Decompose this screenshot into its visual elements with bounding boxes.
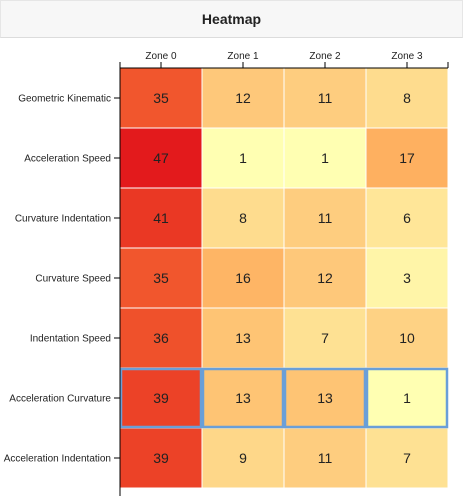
x-tick-label: Zone 3 (391, 51, 423, 62)
cell-value-label: 8 (239, 210, 247, 226)
cell-value-label: 1 (321, 150, 329, 166)
cell-value-label: 3 (403, 270, 411, 286)
heatmap-cell (365, 307, 449, 369)
cell-value-label: 13 (235, 330, 251, 346)
chart-header: Heatmap (0, 0, 463, 38)
cell-value-label: 10 (399, 330, 415, 346)
heatmap-cell (119, 67, 203, 129)
y-tick-label: Curvature Indentation (15, 214, 111, 225)
heatmap-cell (283, 307, 367, 369)
y-tick-label: Acceleration Curvature (9, 394, 111, 405)
heatmap-cell (201, 307, 285, 369)
y-tick-label: Geometric Kinematic (18, 94, 111, 105)
cell-value-label: 41 (153, 210, 169, 226)
cell-value-label: 36 (153, 330, 169, 346)
highlight-outline (365, 367, 449, 429)
heatmap-cell (201, 67, 285, 129)
y-tick-label: Acceleration Speed (24, 154, 111, 165)
cell-value-label: 1 (239, 150, 247, 166)
heatmap-cell (201, 127, 285, 189)
cell-value-label: 8 (403, 90, 411, 106)
heatmap-cell (201, 187, 285, 249)
x-tick-label: Zone 0 (145, 51, 177, 62)
cell-value-label: 47 (153, 150, 169, 166)
heatmap-cell (365, 427, 449, 489)
highlight-outline (201, 367, 285, 429)
y-tick-label: Acceleration Indentation (4, 454, 111, 465)
cell-value-label: 1 (403, 390, 411, 406)
heatmap-cell (283, 367, 367, 429)
x-tick-label: Zone 1 (227, 51, 259, 62)
cell-value-label: 6 (403, 210, 411, 226)
cell-value-label: 11 (318, 90, 333, 106)
heatmap-cell (365, 127, 449, 189)
cell-value-label: 11 (318, 450, 333, 466)
cell-value-label: 12 (235, 90, 251, 106)
cell-value-label: 13 (317, 390, 333, 406)
cell-value-label: 13 (235, 390, 251, 406)
highlight-outline (119, 367, 203, 429)
heatmap-cell (365, 247, 449, 309)
cell-value-label: 17 (399, 150, 415, 166)
x-tick-label: Zone 2 (309, 51, 341, 62)
cell-value-label: 39 (153, 450, 169, 466)
cell-value-label: 35 (153, 90, 169, 106)
cell-value-label: 9 (239, 450, 247, 466)
y-tick-label: Indentation Speed (30, 334, 111, 345)
heatmap-cell (365, 67, 449, 129)
cell-value-label: 12 (317, 270, 333, 286)
heatmap-cell (119, 367, 203, 429)
cell-value-label: 16 (235, 270, 251, 286)
cell-value-label: 39 (153, 390, 169, 406)
heatmap-cell (365, 187, 449, 249)
cell-value-label: 11 (318, 210, 333, 226)
cell-value-label: 35 (153, 270, 169, 286)
cell-value-label: 7 (321, 330, 329, 346)
heatmap-cell (119, 427, 203, 489)
heatmap-cell (201, 247, 285, 309)
heatmap-cell (283, 427, 367, 489)
cell-value-label: 7 (403, 450, 411, 466)
y-tick-label: Curvature Speed (35, 274, 111, 285)
chart-title: Heatmap (201, 11, 262, 27)
highlight-outline (283, 367, 367, 429)
